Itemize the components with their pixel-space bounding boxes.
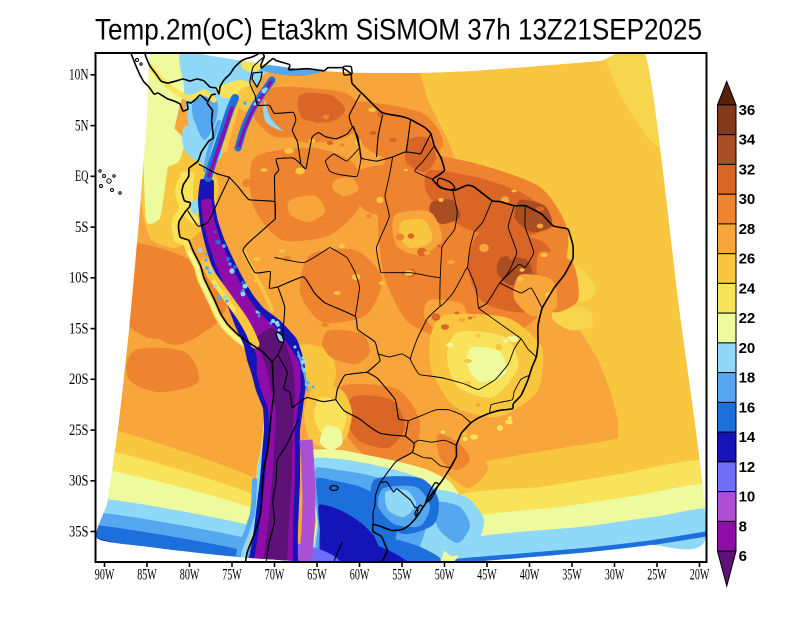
svg-text:10N: 10N <box>69 67 89 84</box>
svg-text:22: 22 <box>739 310 756 327</box>
svg-text:35W: 35W <box>562 567 582 584</box>
svg-text:6: 6 <box>739 548 747 565</box>
svg-text:30S: 30S <box>69 473 89 490</box>
svg-text:75W: 75W <box>222 567 242 584</box>
svg-text:24: 24 <box>739 280 756 297</box>
svg-text:60W: 60W <box>350 567 370 584</box>
svg-text:50W: 50W <box>435 567 455 584</box>
svg-text:5S: 5S <box>75 219 89 236</box>
svg-text:16: 16 <box>739 399 756 416</box>
svg-text:90W: 90W <box>95 567 115 584</box>
svg-text:70W: 70W <box>265 567 285 584</box>
svg-text:25W: 25W <box>647 567 667 584</box>
svg-text:18: 18 <box>739 370 756 387</box>
svg-text:10: 10 <box>739 489 756 506</box>
svg-text:EQ: EQ <box>75 168 89 185</box>
svg-text:30: 30 <box>739 191 756 208</box>
svg-text:Temp.2m(oC) Eta3km SiSMOM 37h: Temp.2m(oC) Eta3km SiSMOM 37h 13Z21SEP20… <box>95 14 702 47</box>
svg-text:45W: 45W <box>477 567 497 584</box>
svg-text:55W: 55W <box>392 567 412 584</box>
svg-text:35S: 35S <box>69 523 89 540</box>
svg-text:65W: 65W <box>307 567 327 584</box>
svg-text:32: 32 <box>739 161 756 178</box>
svg-text:25S: 25S <box>69 422 89 439</box>
svg-text:40W: 40W <box>520 567 540 584</box>
svg-text:20W: 20W <box>690 567 710 584</box>
svg-text:34: 34 <box>739 132 756 149</box>
svg-text:28: 28 <box>739 221 756 238</box>
svg-text:26: 26 <box>739 251 756 268</box>
svg-text:14: 14 <box>739 429 756 446</box>
svg-text:10S: 10S <box>69 270 89 287</box>
svg-text:30W: 30W <box>605 567 625 584</box>
svg-text:20: 20 <box>739 340 756 357</box>
svg-text:80W: 80W <box>180 567 200 584</box>
svg-text:12: 12 <box>739 459 756 476</box>
svg-text:8: 8 <box>739 518 747 535</box>
svg-text:15S: 15S <box>69 320 89 337</box>
svg-text:85W: 85W <box>137 567 157 584</box>
svg-text:36: 36 <box>739 102 756 119</box>
svg-text:5N: 5N <box>75 117 89 134</box>
svg-text:20S: 20S <box>69 371 89 388</box>
